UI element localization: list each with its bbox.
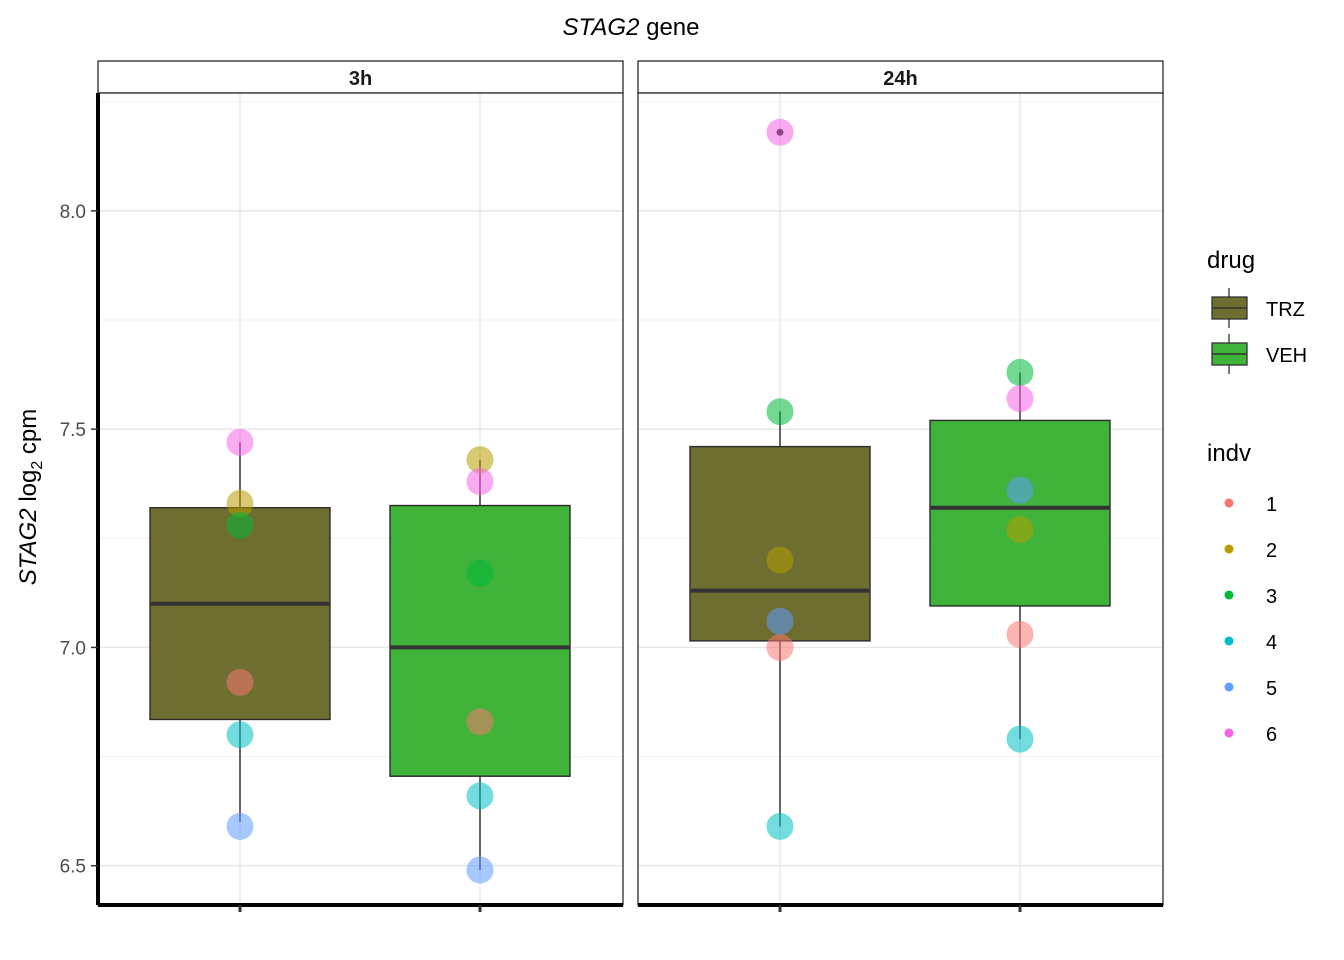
- data-point-indv-3: [466, 559, 494, 587]
- box-VEH: [389, 504, 571, 777]
- legend-indv-label: 6: [1266, 724, 1277, 746]
- data-point-indv-3: [766, 398, 794, 426]
- data-point-indv-4: [466, 782, 494, 810]
- facet-panels: 3h 24h: [97, 60, 1164, 912]
- data-point-indv-4: [226, 721, 254, 749]
- legend-indv-key-1: [1224, 498, 1234, 508]
- data-point-indv-3: [226, 511, 254, 539]
- data-point-indv-5: [1006, 476, 1034, 504]
- facet-strip: [97, 60, 624, 94]
- data-point-indv-2: [766, 546, 794, 574]
- data-point-indv-5: [466, 856, 494, 884]
- legend-drug-key-TRZ: [1211, 288, 1248, 328]
- facet-panel-24h: 24h: [637, 60, 1164, 912]
- legend-indv-label: 3: [1266, 586, 1277, 608]
- chart-title: STAG2 gene: [563, 14, 700, 41]
- legend-drug-label: TRZ: [1266, 299, 1305, 321]
- data-point-indv-4: [1006, 725, 1034, 753]
- y-tick-label: 7.0: [60, 638, 86, 659]
- legend-drug: drug TRZ VEH: [1207, 247, 1307, 374]
- data-point-indv-3: [1006, 358, 1034, 386]
- data-point-indv-5: [766, 607, 794, 635]
- panel-background: [98, 93, 623, 905]
- data-point-indv-4: [766, 812, 794, 840]
- legend-indv-key-2: [1224, 544, 1234, 554]
- data-point-indv-6: [1006, 385, 1034, 413]
- data-point-indv-1: [226, 668, 254, 696]
- data-point-indv-6: [226, 428, 254, 456]
- box-group-VEH: [929, 358, 1111, 753]
- data-point-indv-1: [766, 633, 794, 661]
- y-axis-title: STAG2 log2 cpm: [15, 409, 46, 586]
- legend-indv-title: indv: [1207, 440, 1251, 467]
- y-axis: 6.5 7.0 7.5 8.0: [60, 93, 100, 905]
- data-point-indv-6: [766, 118, 794, 146]
- legend-indv-key-6: [1224, 728, 1234, 738]
- data-point-indv-6: [466, 468, 494, 496]
- box-group-TRZ: [149, 428, 331, 840]
- legend-indv-label: 2: [1266, 540, 1277, 562]
- y-tick-label: 8.0: [60, 202, 86, 223]
- box-VEH: [929, 419, 1111, 607]
- facet-strip-label: 3h: [349, 68, 372, 90]
- facet-panel-3h: 3h: [97, 60, 624, 912]
- legend-drug-label: VEH: [1266, 345, 1307, 367]
- y-tick-label: 7.5: [60, 420, 86, 441]
- data-point-indv-1: [1006, 620, 1034, 648]
- facet-strip-label: 24h: [883, 68, 917, 90]
- data-point-indv-5: [226, 812, 254, 840]
- data-point-indv-2: [466, 446, 494, 474]
- box-group-TRZ: [689, 118, 871, 840]
- data-point-indv-2: [1006, 516, 1034, 544]
- y-tick-label: 6.5: [60, 857, 86, 878]
- data-point-indv-2: [226, 489, 254, 517]
- legend-drug-key-VEH: [1211, 334, 1248, 374]
- box-group-VEH: [389, 446, 571, 884]
- legend-drug-title: drug: [1207, 247, 1255, 274]
- legend-indv: indv 1 2 3 4 5 6: [1207, 440, 1277, 746]
- data-point-indv-1: [466, 708, 494, 736]
- legend-indv-label: 5: [1266, 678, 1277, 700]
- legend-indv-key-4: [1224, 636, 1234, 646]
- legend-indv-key-3: [1224, 590, 1234, 600]
- legend-indv-label: 4: [1266, 632, 1277, 654]
- legend-indv-label: 1: [1266, 494, 1277, 516]
- legend-indv-key-5: [1224, 682, 1234, 692]
